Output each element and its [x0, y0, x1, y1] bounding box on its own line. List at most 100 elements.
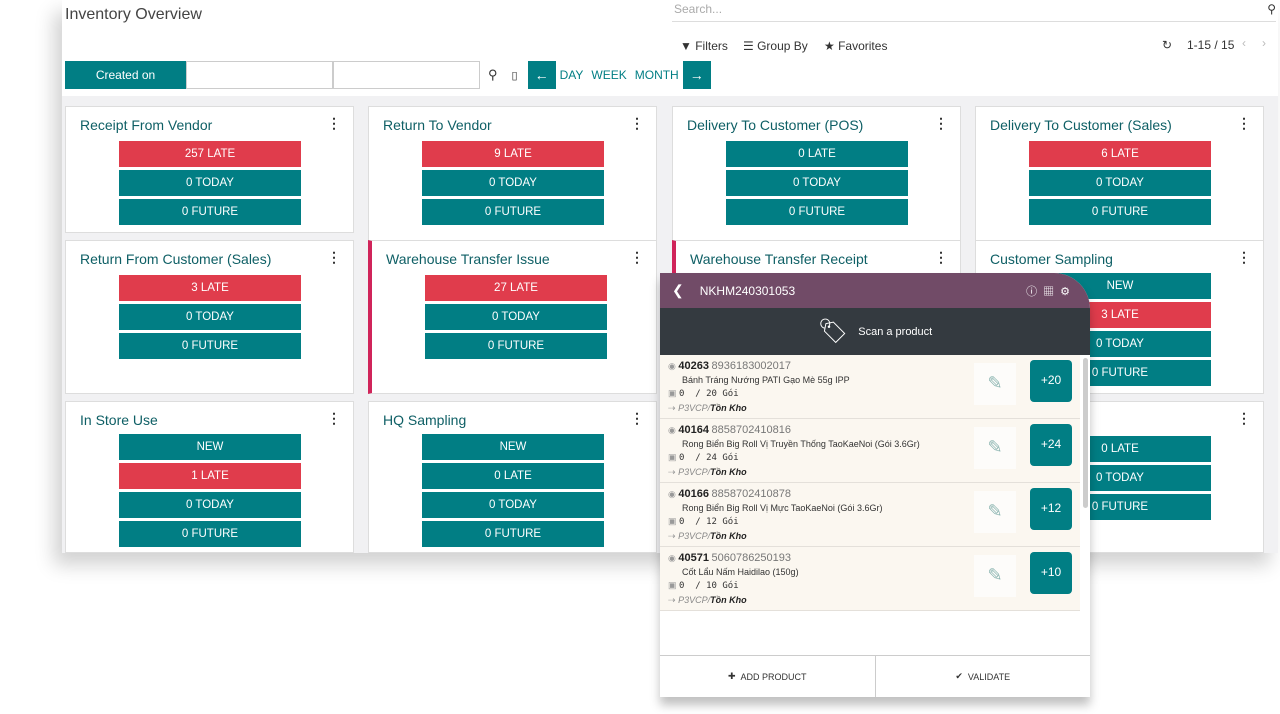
kebab-menu-icon[interactable]: ⋮: [1237, 249, 1251, 265]
add-quantity-button[interactable]: +12: [1030, 488, 1072, 530]
search-input[interactable]: Search... ⚲: [672, 2, 1276, 22]
operation-card: Receipt From Vendor ⋮ 257 LATE 0 TODAY 0 FUT…: [65, 106, 354, 233]
search-icon[interactable]: ⚲: [488, 67, 498, 82]
tag-icon: ◉: [668, 425, 676, 435]
status-button[interactable]: 0 FUTURE: [422, 199, 604, 225]
status-button[interactable]: 0 TODAY: [119, 170, 301, 196]
status-button[interactable]: 0 FUTURE: [726, 199, 908, 225]
kebab-menu-icon[interactable]: ⋮: [1237, 410, 1251, 426]
operation-card: Warehouse Transfer Issue ⋮ 27 LATE 0 TODAY 0…: [368, 240, 657, 394]
eraser-icon[interactable]: ▯: [511, 69, 518, 82]
pager-prev[interactable]: ‹: [1242, 36, 1246, 50]
pager-next[interactable]: ›: [1262, 36, 1266, 50]
product-line[interactable]: ◉ 40164 8858702410816 Rong Biển Big Roll…: [660, 419, 1080, 483]
kebab-menu-icon[interactable]: ⋮: [1237, 115, 1251, 131]
barcode-panel: ❮ NKHM240301053 ⓘ▦⚙ 🏷 Scan a product ◉ 4026…: [660, 273, 1090, 697]
kebab-menu-icon[interactable]: ⋮: [327, 249, 341, 265]
kebab-menu-icon[interactable]: ⋮: [630, 410, 644, 426]
prev-period-button[interactable]: ←: [527, 61, 556, 89]
card-title[interactable]: Warehouse Transfer Receipt: [690, 251, 868, 267]
scan-prompt: Scan a product: [858, 325, 933, 338]
box-icon: ▣: [668, 388, 677, 398]
page-title: Inventory Overview: [65, 6, 202, 23]
card-title[interactable]: Return From Customer (Sales): [80, 251, 272, 267]
status-button[interactable]: 0 TODAY: [119, 304, 301, 330]
status-button[interactable]: 0 TODAY: [422, 492, 604, 518]
kebab-menu-icon[interactable]: ⋮: [327, 410, 341, 426]
group-by-button[interactable]: ☰ Group By: [743, 39, 808, 53]
status-button[interactable]: 1 LATE: [119, 463, 301, 489]
status-button[interactable]: 0 TODAY: [425, 304, 607, 330]
validate-button[interactable]: ✔ VALIDATE: [874, 656, 1091, 697]
kebab-menu-icon[interactable]: ⋮: [630, 115, 644, 131]
add-quantity-button[interactable]: +10: [1030, 552, 1072, 594]
edit-pencil-icon[interactable]: ✎: [974, 555, 1016, 597]
edit-pencil-icon[interactable]: ✎: [974, 363, 1016, 405]
status-button[interactable]: 0 FUTURE: [119, 521, 301, 547]
location-icon: ⇢: [668, 594, 676, 605]
product-name: Cốt Lẩu Nấm Haidilao (150g): [682, 566, 799, 577]
created-on-button[interactable]: Created on: [65, 61, 186, 89]
operation-card: Return To Vendor ⋮ 9 LATE 0 TODAY 0 FUTURE: [368, 106, 657, 260]
add-quantity-button[interactable]: +24: [1030, 424, 1072, 466]
add-quantity-button[interactable]: +20: [1030, 360, 1072, 402]
card-title[interactable]: Return To Vendor: [383, 117, 492, 133]
status-button[interactable]: 0 TODAY: [119, 492, 301, 518]
card-title[interactable]: Warehouse Transfer Issue: [386, 251, 550, 267]
info-icon[interactable]: ⓘ: [1026, 285, 1044, 298]
status-button[interactable]: NEW: [119, 434, 301, 460]
kebab-menu-icon[interactable]: ⋮: [327, 115, 341, 131]
card-title[interactable]: In Store Use: [80, 412, 158, 428]
status-button[interactable]: 0 TODAY: [1029, 170, 1211, 196]
quantity: 0 / 20 Gói: [679, 389, 739, 399]
kebab-menu-icon[interactable]: ⋮: [934, 115, 948, 131]
product-name: Rong Biển Big Roll Vị Truyền Thống TaoKa…: [682, 438, 920, 449]
edit-pencil-icon[interactable]: ✎: [974, 491, 1016, 533]
week-button[interactable]: WEEK: [591, 68, 627, 82]
status-button[interactable]: 9 LATE: [422, 141, 604, 167]
status-button[interactable]: 6 LATE: [1029, 141, 1211, 167]
status-button[interactable]: NEW: [422, 434, 604, 460]
card-title[interactable]: Receipt From Vendor: [80, 117, 213, 133]
status-button[interactable]: 0 LATE: [422, 463, 604, 489]
refresh-icon[interactable]: ↻: [1162, 38, 1173, 52]
month-button[interactable]: MONTH: [634, 68, 679, 82]
product-line[interactable]: ◉ 40166 8858702410878 Rong Biển Big Roll…: [660, 483, 1080, 547]
status-button[interactable]: 27 LATE: [425, 275, 607, 301]
edit-pencil-icon[interactable]: ✎: [974, 427, 1016, 469]
card-title[interactable]: HQ Sampling: [383, 412, 467, 428]
add-product-button[interactable]: ✚ ADD PRODUCT: [727, 671, 807, 682]
filters-button[interactable]: ▼ Filters: [680, 39, 728, 53]
product-line[interactable]: ◉ 40263 8936183002017 Bánh Tráng Nướng P…: [660, 355, 1080, 419]
location-icon: ⇢: [668, 402, 676, 413]
date-from-input[interactable]: [186, 61, 333, 89]
kebab-menu-icon[interactable]: ⋮: [630, 249, 644, 265]
search-icon[interactable]: ⚲: [1267, 2, 1276, 16]
status-button[interactable]: 0 LATE: [726, 141, 908, 167]
status-button[interactable]: 0 FUTURE: [119, 333, 301, 359]
date-to-input[interactable]: [333, 61, 480, 89]
status-button[interactable]: 0 FUTURE: [425, 333, 607, 359]
status-button[interactable]: 3 LATE: [119, 275, 301, 301]
gear-icon[interactable]: ⚙: [1060, 285, 1076, 298]
operation-card: Delivery To Customer (Sales) ⋮ 6 LATE 0 TOD…: [975, 106, 1264, 260]
card-title[interactable]: Delivery To Customer (Sales): [990, 117, 1172, 133]
barcode-icon[interactable]: ▦: [1043, 285, 1061, 298]
back-icon[interactable]: ❮: [672, 282, 684, 298]
card-title[interactable]: Customer Sampling: [990, 251, 1113, 267]
status-button[interactable]: 0 FUTURE: [422, 521, 604, 547]
scrollbar[interactable]: [1083, 358, 1088, 508]
status-button[interactable]: 0 TODAY: [422, 170, 604, 196]
status-button[interactable]: 257 LATE: [119, 141, 301, 167]
day-button[interactable]: DAY: [559, 68, 584, 82]
status-button[interactable]: 0 FUTURE: [1029, 199, 1211, 225]
kebab-menu-icon[interactable]: ⋮: [934, 249, 948, 265]
status-button[interactable]: 0 FUTURE: [119, 199, 301, 225]
status-button[interactable]: 0 TODAY: [726, 170, 908, 196]
quantity: 0 / 12 Gói: [679, 517, 739, 527]
favorites-button[interactable]: ★ Favorites: [824, 39, 888, 53]
card-title[interactable]: Delivery To Customer (POS): [687, 117, 864, 133]
operation-card: HQ Sampling ⋮ NEW 0 LATE 0 TODAY 0 FUTURE: [368, 401, 657, 553]
product-line[interactable]: ◉ 40571 5060786250193 Cốt Lẩu Nấm Haidil…: [660, 547, 1080, 611]
next-period-button[interactable]: →: [682, 61, 711, 89]
